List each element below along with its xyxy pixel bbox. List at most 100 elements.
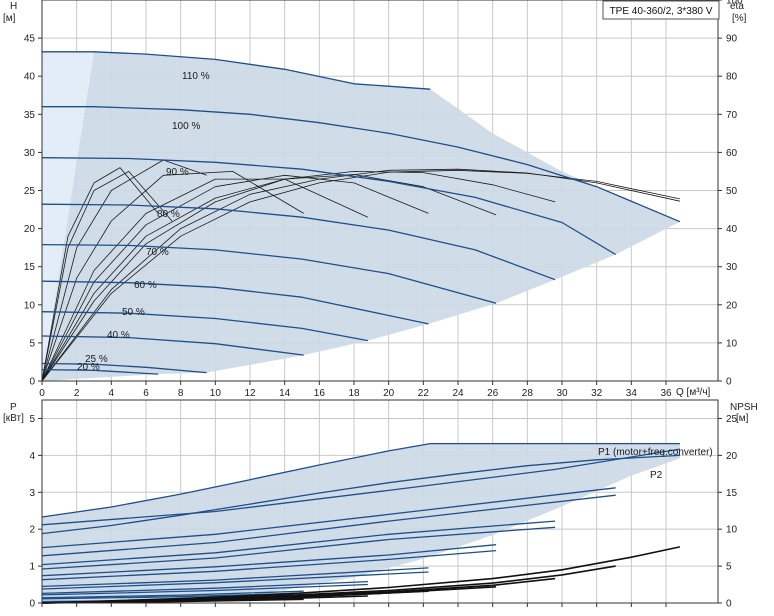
- left-tick-label: 4: [29, 451, 35, 462]
- x-tick-label: 8: [178, 388, 184, 399]
- speed-label-110: 110 %: [182, 71, 210, 82]
- power-curve: [41, 544, 497, 577]
- head-curve: [41, 368, 159, 375]
- power-curve: [41, 442, 680, 518]
- left-tick-label: 40: [24, 72, 36, 83]
- left-tick-label: 5: [29, 414, 35, 425]
- right-tick-label: 0: [726, 377, 732, 388]
- power-curve: [41, 571, 429, 590]
- right-tick-label: 20: [726, 300, 738, 311]
- h-axis-label: H: [10, 1, 17, 12]
- operating-area: [42, 51, 680, 381]
- x-tick-label: 32: [591, 388, 603, 399]
- head-curve: [41, 203, 556, 281]
- x-tick-label: 26: [487, 388, 499, 399]
- left-tick-label: 25: [24, 186, 36, 197]
- speed-label-90: 90 %: [166, 167, 189, 178]
- left-tick-label: 35: [24, 110, 36, 121]
- efficiency-curve: [41, 174, 497, 382]
- right-tick-label: 90: [726, 34, 738, 45]
- x-tick-label: 0: [39, 388, 45, 399]
- x-tick-label: 6: [143, 388, 149, 399]
- right-tick-label: 50: [726, 186, 738, 197]
- x-tick-label: 12: [244, 388, 256, 399]
- efficiency-curve: [41, 178, 369, 382]
- efficiency-curve: [41, 167, 159, 382]
- eta-axis-label: eta: [730, 1, 744, 12]
- power-curve: [41, 549, 497, 581]
- power-curve: [41, 592, 304, 600]
- speed-label-50: 50 %: [122, 307, 145, 318]
- speed-label-60: 60 %: [134, 280, 157, 291]
- x-tick-label: 30: [556, 388, 568, 399]
- x-tick-label: 18: [348, 388, 360, 399]
- power-curve: [41, 567, 429, 588]
- efficiency-curve: [41, 159, 207, 382]
- x-tick-label: 20: [383, 388, 395, 399]
- left-tick-label: 3: [29, 488, 35, 499]
- plot-frame: [41, 399, 719, 604]
- right-tick-label: 25: [726, 414, 738, 425]
- right-tick-label: 70: [726, 110, 738, 121]
- efficiency-curve: [41, 169, 680, 382]
- head-curve: [41, 280, 429, 325]
- x-tick-label: 28: [522, 388, 534, 399]
- npsh-axis-unit: [м]: [736, 413, 749, 424]
- power-npsh-plot: 0 1 2 3 4 5 0 5 10 15 20 25: [29, 399, 738, 610]
- power-curve: [41, 520, 556, 566]
- x-tick-label: 22: [418, 388, 430, 399]
- power-curve: [41, 526, 556, 570]
- left-tick-label: 0: [29, 377, 35, 388]
- power-curve: [41, 583, 368, 596]
- left-tick-label: 15: [24, 262, 36, 273]
- x-tick-label: 14: [279, 388, 291, 399]
- right-tick-label: 60: [726, 148, 738, 159]
- x-tick-label: 34: [626, 388, 638, 399]
- efficiency-curve: [41, 170, 304, 382]
- head-curve: [41, 243, 497, 304]
- left-tick-label: 45: [24, 34, 36, 45]
- x-tick-label: 4: [109, 388, 115, 399]
- npsh-axis-label: NPSH: [730, 402, 758, 413]
- power-curve: [41, 448, 681, 526]
- right-tick-label: 10: [726, 525, 738, 536]
- right-tick-label: 20: [726, 451, 738, 462]
- p2-legend-label: P2: [650, 470, 663, 481]
- title-box: [602, 0, 720, 20]
- head-curve: [42, 51, 431, 90]
- head-efficiency-plot: 0510152025303540450102030405060708090100…: [24, 0, 743, 399]
- p-axis-unit: [кВт]: [3, 413, 24, 424]
- operating-area-edge: [42, 51, 94, 381]
- p1-legend-label: P1 (motor+freq.converter): [598, 447, 713, 458]
- head-curve: [42, 106, 681, 223]
- right-tick-label: 0: [726, 599, 732, 610]
- power-curve: [41, 494, 616, 557]
- efficiency-curve: [41, 170, 173, 382]
- right-tick-label: 40: [726, 224, 738, 235]
- chart-title: TPE 40-360/2, 3*380 V: [610, 6, 713, 17]
- left-tick-label: 10: [24, 300, 36, 311]
- speed-label-25: 25 %: [85, 354, 108, 365]
- head-curve: [41, 362, 207, 374]
- x-tick-label: 16: [314, 388, 326, 399]
- p-axis-label: P: [10, 402, 17, 413]
- left-tick-label: 5: [29, 338, 35, 349]
- npsh-curve: [41, 546, 681, 604]
- head-curve: [41, 157, 617, 256]
- left-tick-label: 2: [29, 525, 35, 536]
- right-tick-label: 5: [726, 562, 732, 573]
- power-curve: [41, 454, 680, 535]
- power-curve: [41, 590, 304, 599]
- x-tick-label: 10: [210, 388, 222, 399]
- left-tick-label: 1: [29, 562, 35, 573]
- left-tick-label: 30: [24, 148, 36, 159]
- speed-label-40: 40 %: [107, 330, 130, 341]
- right-tick-label: 30: [726, 262, 738, 273]
- x-tick-label: 2: [74, 388, 80, 399]
- right-tick-label: 15: [726, 488, 738, 499]
- power-curve: [41, 487, 616, 549]
- speed-label-20: 20 %: [77, 362, 100, 373]
- left-tick-label: 0: [29, 599, 35, 610]
